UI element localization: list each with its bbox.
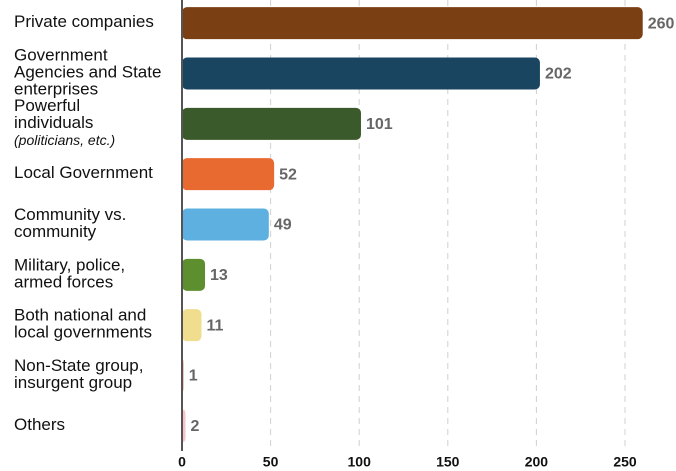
value-label: 52 [279,166,297,183]
value-label: 202 [545,66,572,83]
x-tick-label: 200 [525,454,549,470]
value-label: 11 [206,317,223,334]
value-label: 49 [274,217,292,234]
bar [182,208,269,241]
bar [182,107,361,140]
bar [182,309,202,342]
category-label: Military, police, armed forces [14,256,125,292]
category-label: Both national and local governments [14,306,152,342]
bar [182,258,206,291]
value-label: 13 [210,267,228,284]
bar [182,7,643,40]
category-label: Non-State group, insurgent group [14,356,143,392]
x-tick-label: 250 [613,454,637,470]
x-tick-label: 0 [178,454,186,470]
x-tick-label: 100 [348,454,372,470]
bar [182,158,275,191]
category-label: Government Agencies and State enterprises [14,46,161,99]
bar [182,57,540,90]
category-label: Local Government [14,164,153,183]
category-label: Community vs. community [14,205,126,241]
x-tick-label: 150 [436,454,460,470]
value-label: 2 [191,418,200,435]
category-label: Powerful individuals (politicians, etc.) [14,96,115,147]
value-label: 1 [189,368,198,385]
category-label: Others [14,415,65,434]
category-label: Private companies [14,13,154,32]
x-tick-label: 50 [263,454,279,470]
value-label: 260 [648,15,675,32]
value-label: 101 [366,116,393,133]
